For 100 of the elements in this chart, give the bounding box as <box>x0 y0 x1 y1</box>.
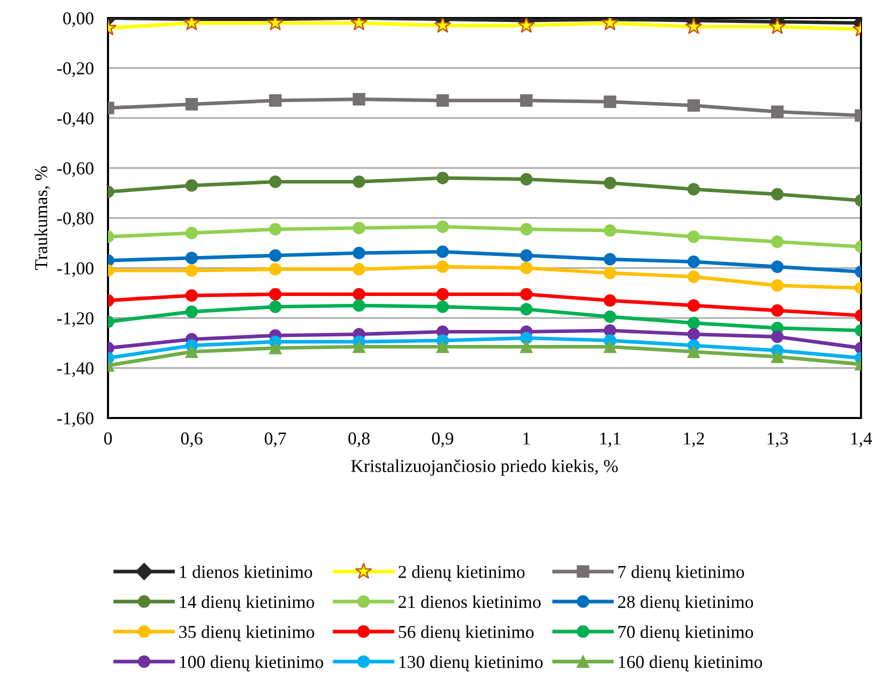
legend-label: 70 dienų kietinimo <box>618 625 754 642</box>
point <box>436 300 449 313</box>
point <box>436 172 449 184</box>
point <box>436 94 449 107</box>
point <box>520 249 533 262</box>
point <box>269 263 282 276</box>
point <box>520 332 533 344</box>
point <box>185 226 198 240</box>
point <box>520 173 533 186</box>
x-tick-label: 1,4 <box>851 432 872 448</box>
legend-label: 2 dienų kietinimo <box>398 565 525 582</box>
point <box>771 350 784 363</box>
y-tick-label: -0,60 <box>57 162 94 178</box>
point <box>771 106 784 118</box>
point <box>771 330 784 343</box>
point <box>771 236 784 248</box>
point <box>687 230 700 243</box>
point <box>604 224 616 237</box>
point <box>518 18 535 33</box>
point <box>604 294 616 307</box>
point <box>520 94 533 107</box>
x-tick-label: 0,7 <box>264 432 286 448</box>
point <box>436 340 449 353</box>
legend-label: 130 dienų kietinimo <box>399 655 543 672</box>
x-tick-label: 1,2 <box>684 432 704 448</box>
x-tick-label: 1,3 <box>768 432 788 448</box>
point <box>352 246 366 260</box>
point <box>185 346 198 358</box>
point <box>352 222 366 234</box>
point <box>604 266 616 280</box>
point <box>604 96 616 108</box>
point <box>604 253 616 266</box>
point <box>436 288 449 300</box>
legend-label: 28 dienų kietinimo <box>618 595 754 612</box>
legend-label: 35 dienų kietinimo <box>179 625 314 642</box>
point <box>269 223 282 236</box>
y-axis-title: Traukumas, % <box>34 166 50 270</box>
point <box>520 223 533 236</box>
point <box>520 303 533 316</box>
point <box>687 99 700 112</box>
point <box>771 279 784 292</box>
x-tick-label: 0,8 <box>348 432 370 448</box>
y-tick-label: -0,80 <box>57 212 94 228</box>
point <box>771 304 784 317</box>
point <box>352 263 366 276</box>
point <box>520 340 533 353</box>
point <box>352 288 366 300</box>
legend-label: 100 dienų kietinimo <box>180 655 324 672</box>
point <box>604 340 616 353</box>
x-axis-title: Kristalizuojančiosio priedo kiekis, % <box>351 459 618 476</box>
point <box>436 246 449 258</box>
y-tick-label: 0,00 <box>63 12 94 28</box>
x-tick-label: 0 <box>104 432 112 445</box>
point <box>771 188 784 200</box>
point <box>185 179 198 192</box>
point <box>604 324 616 337</box>
y-tick-label: -1,40 <box>57 362 94 378</box>
legend-label: 7 dienų kietinimo <box>618 565 744 582</box>
point <box>687 270 700 283</box>
point <box>352 299 366 312</box>
point <box>687 346 700 358</box>
point <box>604 176 616 190</box>
y-tick-label: -1,60 <box>57 412 94 428</box>
point <box>269 288 282 300</box>
point <box>352 340 366 353</box>
point <box>269 94 282 107</box>
point <box>269 176 282 188</box>
legend-label: 1 dienos kietinimo <box>180 565 312 578</box>
x-tick-label: 1,1 <box>600 432 620 448</box>
point <box>352 93 366 106</box>
point <box>768 18 786 34</box>
y-tick-label: -0,40 <box>57 112 94 128</box>
x-tick-label: 0,9 <box>432 432 454 448</box>
point <box>436 220 449 233</box>
point <box>185 306 198 318</box>
point <box>269 300 282 313</box>
point <box>269 249 282 262</box>
legend-label: 21 dienos kietinimo <box>398 595 541 608</box>
point <box>434 18 452 33</box>
legend-label: 56 dienų kietinimo <box>398 625 534 642</box>
legend-label: 14 dienų kietinimo <box>180 595 314 612</box>
point <box>687 256 700 268</box>
x-tick-label: 1 <box>523 432 530 444</box>
point <box>185 289 198 302</box>
point <box>687 183 700 196</box>
point <box>185 264 198 277</box>
x-tick-label: 0,6 <box>181 432 202 448</box>
point <box>436 260 449 273</box>
y-tick-label: -0,20 <box>57 62 94 78</box>
point <box>520 288 533 300</box>
legend-label: 160 dienų kietinimo <box>618 655 762 672</box>
y-tick-label: -1,00 <box>57 262 94 278</box>
point <box>185 98 198 110</box>
point <box>269 342 282 354</box>
point <box>685 18 702 34</box>
point <box>520 262 533 274</box>
point <box>687 299 700 312</box>
point <box>771 260 784 273</box>
y-tick-label: -1,20 <box>57 312 94 328</box>
point <box>687 328 700 340</box>
